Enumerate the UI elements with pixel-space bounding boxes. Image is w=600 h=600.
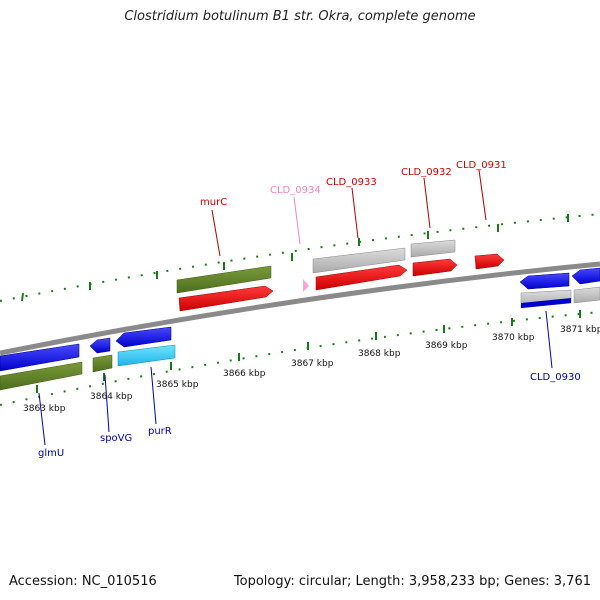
- inner-major-ticks: [36, 310, 581, 393]
- tick-label-3866: 3866 kbp: [223, 369, 266, 379]
- tick-label-3869: 3869 kbp: [425, 341, 468, 351]
- gene-next-arrow[interactable]: [571, 267, 600, 285]
- gene-spoVG-cds[interactable]: [92, 354, 113, 373]
- gene-glmU-cds[interactable]: [0, 361, 83, 391]
- label-CLD_0932[interactable]: CLD_0932: [401, 167, 452, 178]
- gene-CLD_0932-arrow[interactable]: [412, 258, 458, 277]
- gene-murC-cds[interactable]: [176, 265, 272, 294]
- gene-purR-cds[interactable]: [117, 344, 176, 367]
- gene-CLD_0934-pseudo[interactable]: [303, 279, 309, 292]
- gene-purR-arrow[interactable]: [115, 326, 172, 348]
- gene-next-cds[interactable]: [573, 286, 600, 304]
- label-CLD_0933[interactable]: CLD_0933: [326, 177, 377, 188]
- gene-murC-arrow[interactable]: [178, 285, 274, 312]
- gene-CLD_0930-arrow[interactable]: [519, 272, 570, 290]
- outer-tick-track: [0, 213, 600, 302]
- genome-summary-text: Topology: circular; Length: 3,958,233 bp…: [233, 574, 591, 589]
- gene-spoVG-arrow[interactable]: [89, 337, 111, 354]
- tick-label-3865: 3865 kbp: [156, 380, 199, 390]
- forward-features: [176, 239, 505, 312]
- outer-major-ticks: [21, 214, 569, 302]
- label-purR[interactable]: purR: [148, 426, 172, 437]
- reverse-features: [0, 267, 600, 391]
- forward-gene-labels: murC CLD_0934 CLD_0933 CLD_0932 CLD_0931: [200, 160, 507, 257]
- reverse-gene-labels: glmU spoVG purR CLD_0930: [38, 310, 581, 459]
- label-murC[interactable]: murC: [200, 197, 227, 208]
- label-spoVG[interactable]: spoVG: [100, 433, 132, 444]
- gene-CLD_0930-blue-base: [521, 298, 571, 308]
- map-title: Clostridium botulinum B1 str. Okra, comp…: [124, 9, 476, 24]
- tick-label-3868: 3868 kbp: [358, 349, 401, 359]
- genome-backbone: [0, 261, 600, 356]
- tick-label-3863: 3863 kbp: [23, 404, 66, 414]
- tick-label-3870: 3870 kbp: [492, 333, 535, 343]
- gene-CLD_0931-arrow[interactable]: [474, 253, 505, 270]
- label-CLD_0931[interactable]: CLD_0931: [456, 160, 507, 171]
- gene-CLD_0933-cds[interactable]: [312, 247, 406, 274]
- gene-glmU-arrow[interactable]: [0, 343, 80, 372]
- tick-label-3867: 3867 kbp: [291, 359, 334, 369]
- gene-CLD_0933-arrow[interactable]: [315, 264, 408, 291]
- label-CLD_0934[interactable]: CLD_0934: [270, 185, 321, 196]
- accession-text: Accession: NC_010516: [9, 574, 157, 589]
- label-glmU[interactable]: glmU: [38, 448, 64, 459]
- gene-CLD_0932-cds[interactable]: [410, 239, 456, 258]
- tick-label-3864: 3864 kbp: [90, 392, 133, 402]
- tick-label-3871: 3871 kbp: [560, 325, 600, 335]
- label-CLD_0930[interactable]: CLD_0930: [530, 372, 581, 383]
